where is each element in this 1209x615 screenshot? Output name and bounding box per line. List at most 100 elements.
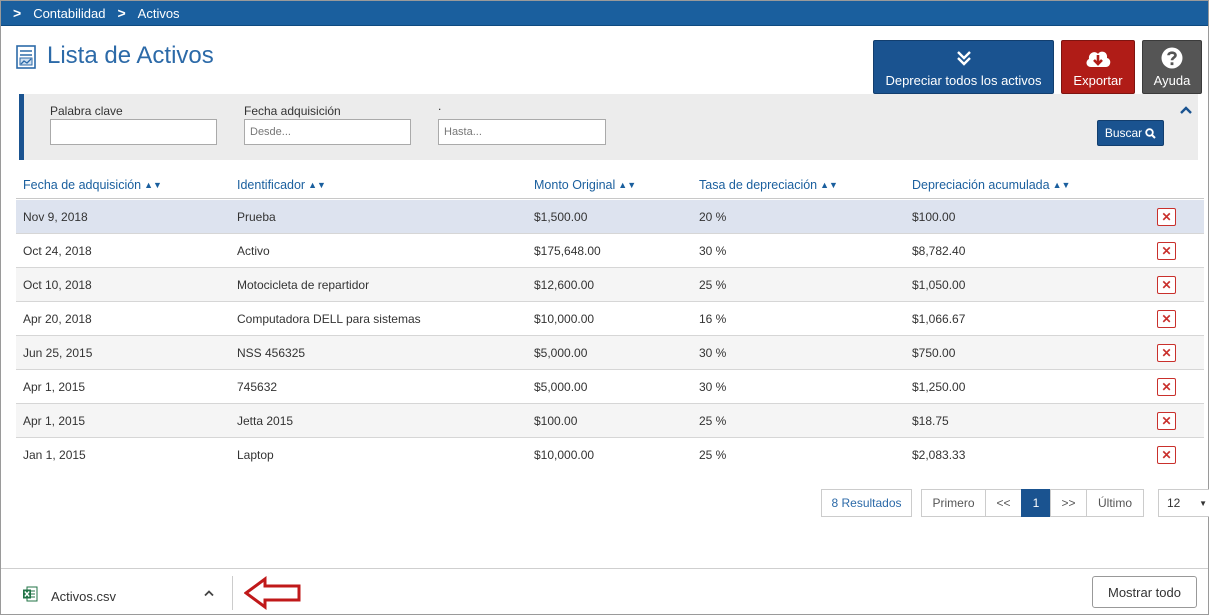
results-count: 8 Resultados xyxy=(821,489,912,517)
chevron-up-icon[interactable] xyxy=(1179,104,1193,116)
cell-rate: 30 % xyxy=(699,244,727,258)
table-row[interactable]: Oct 10, 2018 Motocicleta de repartidor $… xyxy=(16,268,1204,302)
keyword-input[interactable] xyxy=(50,119,217,145)
sort-icon: ▲▼ xyxy=(1052,180,1071,190)
chevron-right-icon: > xyxy=(13,5,22,21)
double-chevron-down-icon xyxy=(956,50,971,66)
help-button[interactable]: Ayuda xyxy=(1142,40,1202,94)
close-icon: ✕ xyxy=(1161,448,1172,462)
search-button[interactable]: Buscar xyxy=(1097,120,1164,146)
cell-identifier: Prueba xyxy=(237,210,276,224)
show-all-button[interactable]: Mostrar todo xyxy=(1092,576,1197,608)
delete-row-button[interactable]: ✕ xyxy=(1157,310,1176,328)
delete-row-button[interactable]: ✕ xyxy=(1157,378,1176,396)
cell-date: Apr 20, 2018 xyxy=(23,312,92,326)
cell-amount: $5,000.00 xyxy=(534,380,588,394)
delete-row-button[interactable]: ✕ xyxy=(1157,412,1176,430)
report-icon xyxy=(16,45,36,69)
export-button[interactable]: Exportar xyxy=(1061,40,1135,94)
help-label: Ayuda xyxy=(1153,72,1191,88)
column-header-rate[interactable]: Tasa de depreciación ▲▼ xyxy=(699,178,838,192)
caret-down-icon: ▼ xyxy=(1199,499,1207,508)
page-title: Lista de Activos xyxy=(47,42,214,69)
download-separator xyxy=(232,576,233,610)
cell-amount: $10,000.00 xyxy=(534,448,595,462)
annotation-arrow-icon xyxy=(244,576,301,610)
delete-row-button[interactable]: ✕ xyxy=(1157,276,1176,294)
search-icon xyxy=(1145,127,1156,139)
cell-accumulated: $18.75 xyxy=(912,414,949,428)
filter-panel: Palabra clave Fecha adquisición . Buscar xyxy=(19,94,1198,160)
close-icon: ✕ xyxy=(1161,380,1172,394)
cloud-download-icon xyxy=(1086,51,1111,67)
cell-accumulated: $1,050.00 xyxy=(912,278,966,292)
chevron-up-icon[interactable] xyxy=(203,588,215,598)
table-row[interactable]: Apr 1, 2015 745632 $5,000.00 30 % $1,250… xyxy=(16,370,1204,404)
delete-row-button[interactable]: ✕ xyxy=(1157,344,1176,362)
page-current-button[interactable]: 1 xyxy=(1021,489,1051,517)
close-icon: ✕ xyxy=(1161,312,1172,326)
sort-icon: ▲▼ xyxy=(144,180,162,190)
cell-rate: 30 % xyxy=(699,346,727,360)
cell-date: Oct 24, 2018 xyxy=(23,244,92,258)
column-header-date[interactable]: Fecha de adquisición ▲▼ xyxy=(23,178,162,192)
page-last-button[interactable]: Último xyxy=(1086,489,1144,517)
sort-icon: ▲▼ xyxy=(820,180,838,190)
cell-identifier: 745632 xyxy=(237,380,278,394)
cell-identifier: Motocicleta de repartidor xyxy=(237,278,370,292)
cell-date: Jan 1, 2015 xyxy=(23,448,86,462)
export-label: Exportar xyxy=(1073,72,1123,88)
delete-row-button[interactable]: ✕ xyxy=(1157,242,1176,260)
page-prev-button[interactable]: << xyxy=(985,489,1022,517)
close-icon: ✕ xyxy=(1161,244,1172,258)
cell-accumulated: $2,083.33 xyxy=(912,448,966,462)
breadcrumb-item-contabilidad[interactable]: Contabilidad xyxy=(33,5,106,21)
table-row[interactable]: Jun 25, 2015 NSS 456325 $5,000.00 30 % $… xyxy=(16,336,1204,370)
cell-amount: $1,500.00 xyxy=(534,210,588,224)
table-row[interactable]: Jan 1, 2015 Laptop $10,000.00 25 % $2,08… xyxy=(16,438,1204,472)
cell-amount: $5,000.00 xyxy=(534,346,588,360)
cell-date: Apr 1, 2015 xyxy=(23,380,86,394)
cell-date: Jun 25, 2015 xyxy=(23,346,93,360)
table-header: Fecha de adquisición ▲▼ Identificador ▲▼ M… xyxy=(16,173,1204,199)
cell-accumulated: $8,782.40 xyxy=(912,244,966,258)
cell-rate: 16 % xyxy=(699,312,727,326)
cell-accumulated: $1,066.67 xyxy=(912,312,966,326)
cell-rate: 30 % xyxy=(699,380,727,394)
cell-date: Apr 1, 2015 xyxy=(23,414,86,428)
chevron-right-icon: > xyxy=(117,5,126,21)
table-row[interactable]: Nov 9, 2018 Prueba $1,500.00 20 % $100.0… xyxy=(16,200,1204,234)
column-header-amount[interactable]: Monto Original ▲▼ xyxy=(534,178,637,192)
breadcrumb: > Contabilidad > Activos xyxy=(1,1,1208,26)
depreciate-all-button[interactable]: Depreciar todos los activos xyxy=(873,40,1054,94)
cell-rate: 20 % xyxy=(699,210,727,224)
page-size-select[interactable]: 12 ▼ xyxy=(1158,489,1209,517)
cell-identifier: Activo xyxy=(237,244,270,258)
column-header-accumulated[interactable]: Depreciación acumulada ▲▼ xyxy=(912,178,1071,192)
breadcrumb-item-activos[interactable]: Activos xyxy=(137,5,180,21)
cell-amount: $100.00 xyxy=(534,414,578,428)
download-bar: Activos.csv Mostrar todo xyxy=(1,568,1208,614)
cell-identifier: NSS 456325 xyxy=(237,346,306,360)
cell-rate: 25 % xyxy=(699,448,727,462)
page-next-button[interactable]: >> xyxy=(1050,489,1087,517)
date-from-input[interactable] xyxy=(244,119,411,145)
table-row[interactable]: Apr 20, 2018 Computadora DELL para siste… xyxy=(16,302,1204,336)
cell-identifier: Laptop xyxy=(237,448,274,462)
depreciate-all-label: Depreciar todos los activos xyxy=(885,72,1042,88)
close-icon: ✕ xyxy=(1161,346,1172,360)
download-file-name[interactable]: Activos.csv xyxy=(51,589,117,604)
delete-row-button[interactable]: ✕ xyxy=(1157,208,1176,226)
cell-rate: 25 % xyxy=(699,278,727,292)
column-header-identifier[interactable]: Identificador ▲▼ xyxy=(237,178,326,192)
sort-icon: ▲▼ xyxy=(308,180,326,190)
delete-row-button[interactable]: ✕ xyxy=(1157,446,1176,464)
table-row[interactable]: Apr 1, 2015 Jetta 2015 $100.00 25 % $18.… xyxy=(16,404,1204,438)
table-row[interactable]: Oct 24, 2018 Activo $175,648.00 30 % $8,… xyxy=(16,234,1204,268)
page-first-button[interactable]: Primero xyxy=(921,489,986,517)
cell-date: Nov 9, 2018 xyxy=(23,210,88,224)
cell-rate: 25 % xyxy=(699,414,727,428)
cell-amount: $10,000.00 xyxy=(534,312,595,326)
date-to-input[interactable] xyxy=(438,119,606,145)
cell-amount: $175,648.00 xyxy=(534,244,601,258)
